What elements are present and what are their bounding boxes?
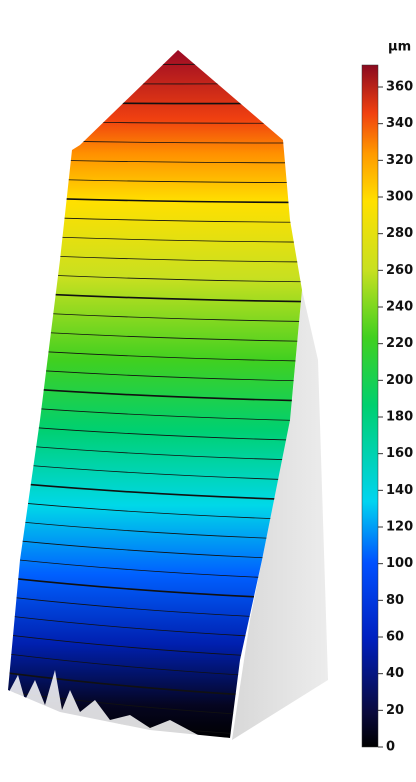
tick-label: 100 [386,556,413,571]
tick-label: 0 [386,740,395,755]
unit-label: µm [388,40,411,55]
tick-label: 200 [386,373,413,388]
tick-label: 60 [386,630,404,645]
height-map-view: µm 0 20 40 60 80 100 120 140 160 180 200 220 240 260 2… [0,0,416,782]
tick-label: 160 [386,446,413,461]
tick-label: 280 [386,226,413,241]
tick-label: 300 [386,190,413,205]
tick-label: 40 [386,666,404,681]
tick-label: 320 [386,153,413,168]
contour [0,64,320,65]
tick-label: 180 [386,410,413,425]
tick-label: 120 [386,520,413,535]
tick-label: 260 [386,263,413,278]
tick-label: 20 [386,703,404,718]
tick-label: 360 [386,80,413,95]
tick-label: 220 [386,336,413,351]
tick-label: 140 [386,483,413,498]
color-scale [362,65,378,747]
tick-label: 80 [386,593,404,608]
tick-label: 240 [386,300,413,315]
tick-label: 340 [386,116,413,131]
